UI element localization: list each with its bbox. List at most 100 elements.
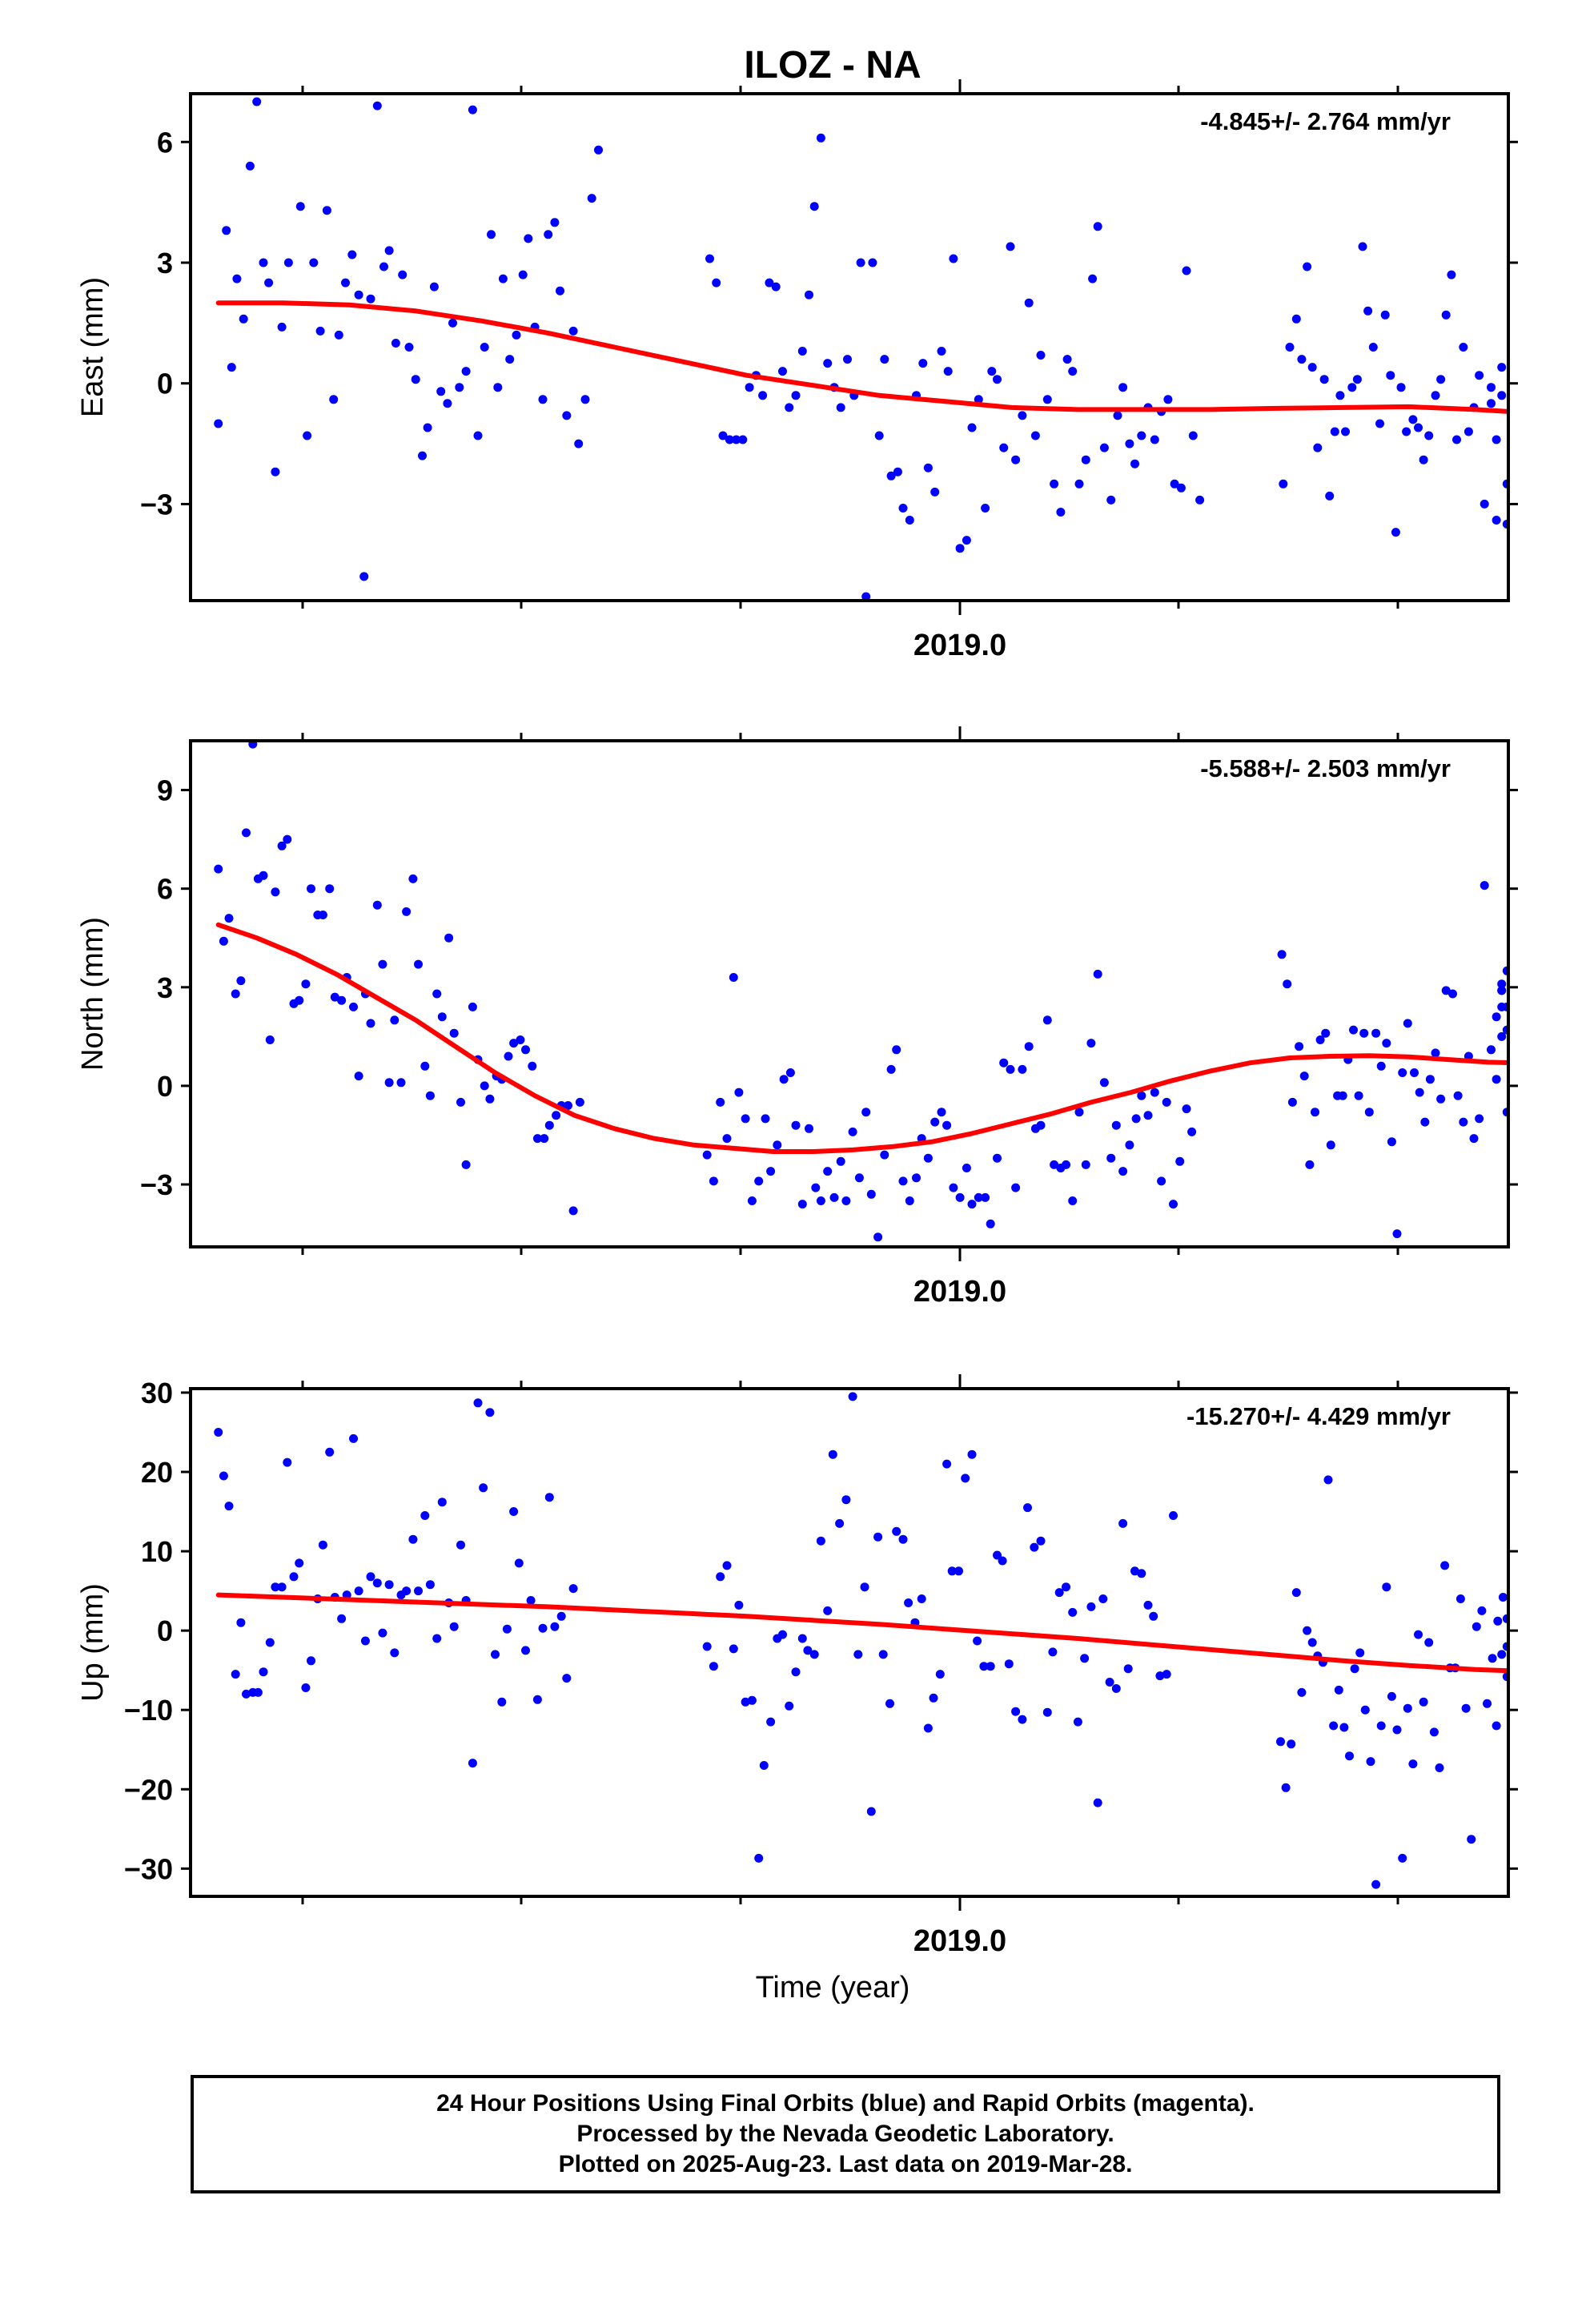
data-point [1483,1699,1492,1708]
data-point [1030,431,1040,440]
data-point [366,1019,375,1028]
data-point [1487,399,1496,408]
data-point [1453,1091,1463,1100]
data-point [444,933,454,943]
data-point [1380,310,1390,320]
data-point [937,1108,946,1117]
data-point [295,202,305,211]
caption-line-2: Processed by the Nevada Geodetic Laborat… [576,2121,1114,2147]
data-point [1487,1045,1496,1055]
data-point [425,1580,435,1590]
data-point [947,1566,957,1576]
data-point [556,286,564,296]
data-point [1313,443,1323,452]
x-axis-label: Time (year) [756,1971,910,2004]
data-point [295,1558,304,1568]
data-point [1354,1091,1363,1100]
data-point [1359,1028,1369,1038]
data-point [860,1582,869,1592]
data-point [1281,1783,1291,1792]
data-point [568,1584,578,1594]
data-point [1349,1025,1358,1035]
data-point [214,419,223,428]
data-point [816,1536,825,1546]
data-point [955,544,965,553]
data-point [402,907,412,916]
data-point [354,1072,363,1081]
data-point [1355,1648,1365,1658]
data-point [420,1061,430,1071]
data-point [1363,306,1373,316]
data-point [747,1196,757,1205]
data-point [1335,391,1345,400]
data-point [1371,1028,1381,1038]
data-point [301,979,311,989]
data-point [1469,1134,1479,1144]
data-point [1125,439,1134,448]
data-point [1398,1853,1407,1863]
data-point [514,1558,524,1568]
data-point [252,97,262,107]
data-point [568,326,578,336]
data-point [1330,427,1339,436]
data-point [954,1566,963,1576]
data-point [1137,1091,1146,1100]
data-point [892,1045,901,1055]
data-point [398,270,408,279]
data-point [805,1124,813,1133]
data-point [1143,1600,1153,1610]
data-point [359,572,369,581]
data-point [986,1662,995,1671]
data-point [265,1035,275,1044]
data-point [411,375,420,384]
data-point [738,435,748,444]
data-point [1386,371,1395,380]
data-point [709,1662,718,1671]
data-point [835,1518,845,1528]
caption-line-1: 24 Hour Positions Using Final Orbits (bl… [436,2090,1255,2117]
data-point [1099,443,1109,452]
data-point [1329,1721,1339,1731]
data-point [259,1667,268,1677]
data-point [1480,499,1489,509]
data-point [759,1761,769,1770]
data-point [766,1717,776,1727]
y-tick-label: −10 [124,1694,173,1727]
data-point [1297,1687,1307,1697]
east-plot-frame [189,92,1510,602]
data-point [1425,1075,1435,1084]
data-point [1303,262,1312,271]
data-point [1073,1717,1082,1727]
data-point [886,471,896,480]
data-point [1492,1075,1501,1084]
data-point [943,367,953,376]
data-point [1424,1638,1434,1647]
data-point [1143,1111,1153,1120]
data-point [1155,1671,1165,1681]
data-point [1176,483,1186,493]
data-point [390,1015,400,1025]
data-point [1081,455,1090,464]
data-point [418,451,427,460]
north-y-axis-label: North (mm) [76,917,110,1071]
data-point [880,1150,889,1160]
data-point [1106,1153,1116,1163]
data-point [1368,343,1378,352]
data-point [264,278,274,287]
data-point [1054,1588,1064,1598]
data-point [1497,1031,1507,1041]
y-tick-label: 3 [157,247,173,279]
data-point [414,1586,423,1596]
data-point [526,1596,536,1605]
data-point [239,314,248,324]
data-point [330,992,339,1002]
data-point [354,290,363,300]
data-point [962,536,971,545]
data-point [841,1196,851,1205]
data-point [729,1644,738,1654]
data-point [898,504,908,513]
data-point [378,1628,387,1638]
data-point [516,1035,525,1044]
data-point [898,1176,908,1186]
data-point [372,900,382,910]
